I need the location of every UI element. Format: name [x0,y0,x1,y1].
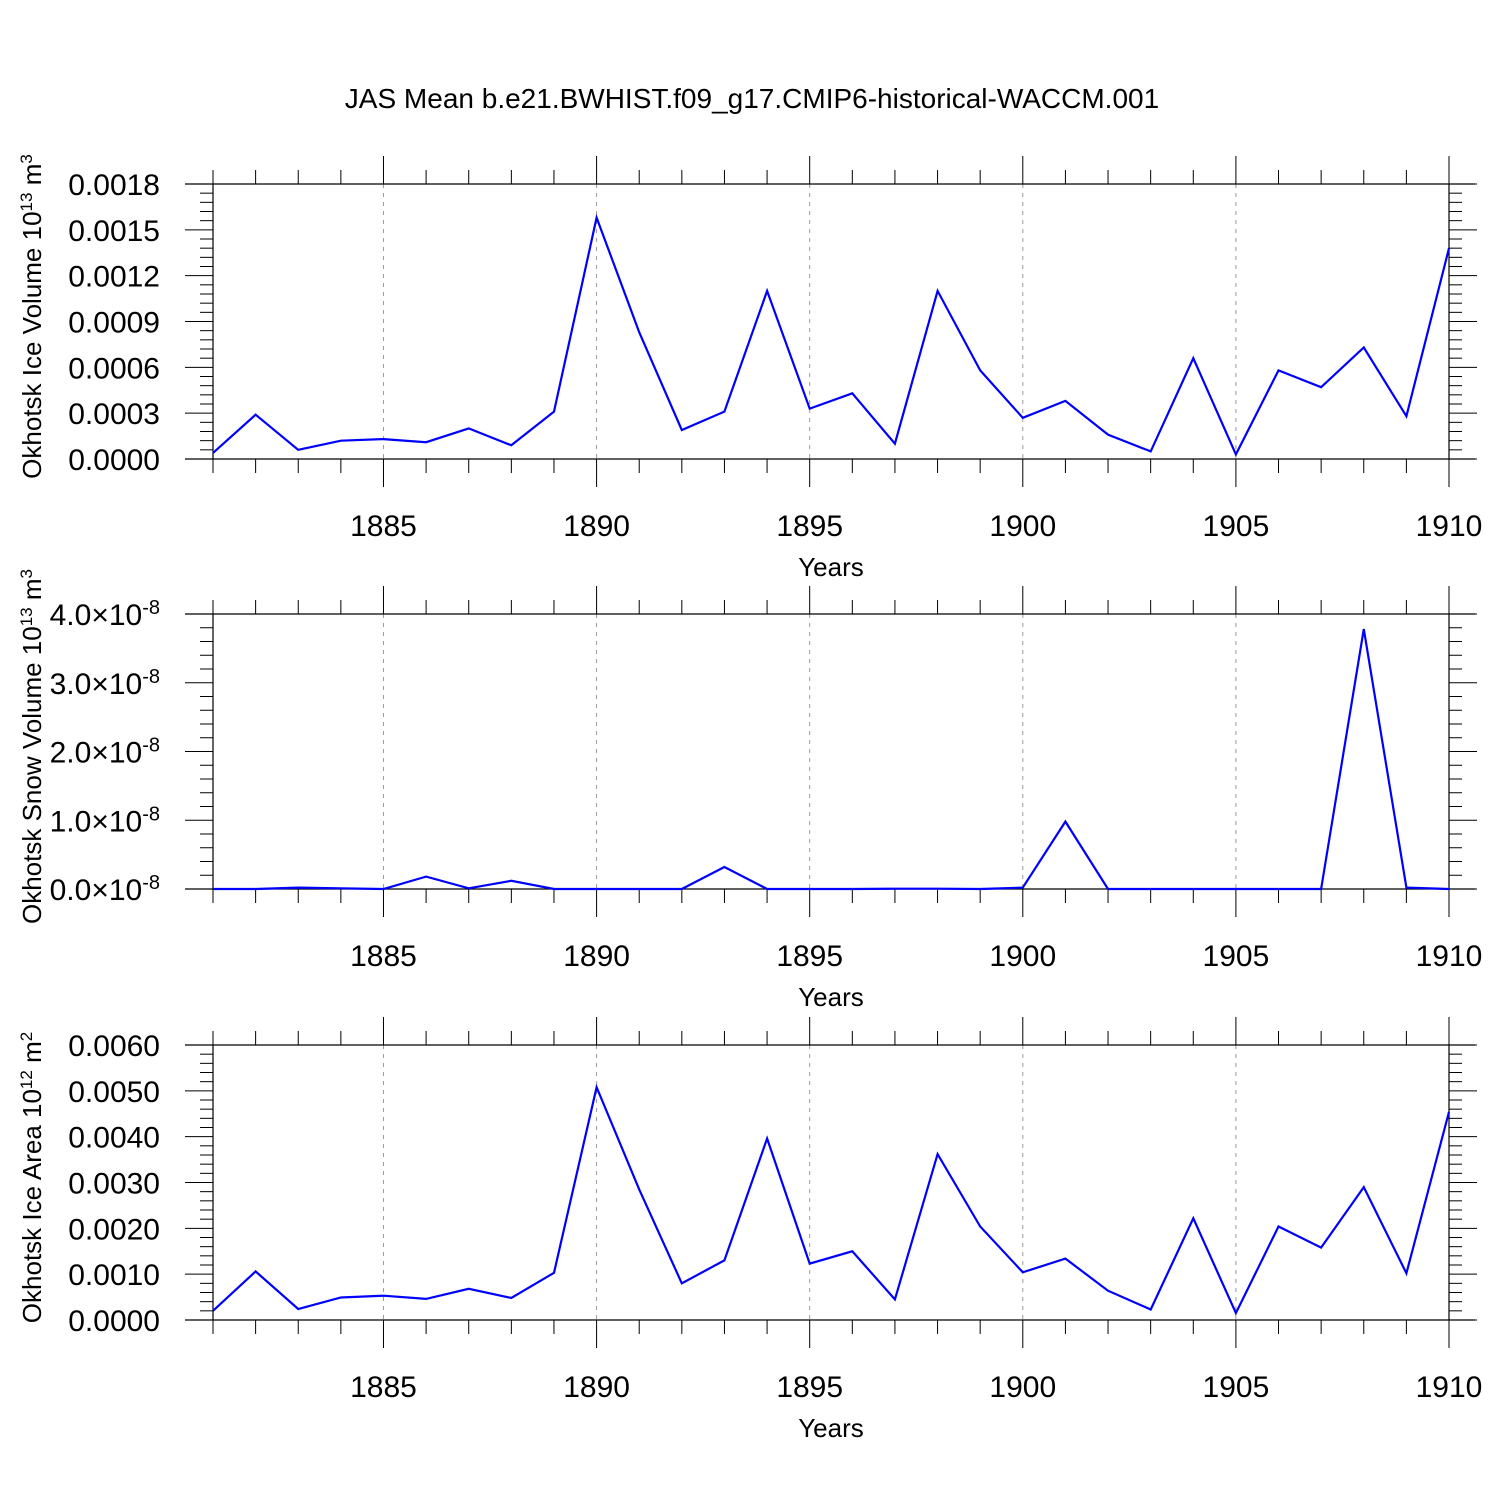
y-tick-label: 2.0×10-8 [50,735,160,770]
x-tick-label: 1905 [1203,510,1270,543]
x-tick-label: 1885 [350,940,417,973]
chart-panel-3: 0.0000 0.0010 0.0020 0.0030 0.0040 0.0050 0.00… [17,1017,1483,1443]
y-tick-label: 1.0×10-8 [50,803,160,838]
series-line [212,1083,1451,1316]
y-tick-label: 0.0020 [68,1213,160,1246]
x-tick-label: 1890 [563,1371,630,1404]
x-tick-label: 1900 [989,510,1056,543]
y-tick-label: 0.0060 [68,1030,160,1063]
y-tick-label: 0.0003 [68,398,160,431]
y-tick-label: 0.0000 [68,1305,160,1338]
x-tick-label: 1885 [350,510,417,543]
chart-panel-1: 0.0000 0.0003 0.0006 0.0009 0.0012 0.0015 0.00… [17,154,1483,582]
chart-panel-2: 0.0×10-8 1.0×10-8 2.0×10-8 3.0×10-8 4.0×10-8… [17,569,1483,1012]
y-tick-label: 0.0018 [68,169,160,202]
y-tick-label: 0.0006 [68,352,160,385]
x-tick-label: 1885 [350,1371,417,1404]
y-tick-label: 0.0012 [68,261,160,294]
x-tick-label: 1905 [1203,1371,1270,1404]
x-tick-label: 1900 [989,940,1056,973]
y-tick-label: 4.0×10-8 [50,597,160,632]
x-tick-label: 1900 [989,1371,1056,1404]
y-axis-title: Okhotsk Ice Volume 1013 m3 [17,154,48,479]
y-tick-label: 0.0010 [68,1259,160,1292]
y-axis-title: Okhotsk Ice Area 1012 m2 [17,1032,48,1323]
y-tick-label: 0.0015 [68,215,160,248]
x-tick-label: 1905 [1203,940,1270,973]
y-tick-label: 0.0050 [68,1076,160,1109]
x-tick-label: 1895 [776,940,843,973]
y-tick-label: 0.0000 [68,444,160,477]
x-tick-label: 1895 [776,1371,843,1404]
y-tick-label: 0.0040 [68,1122,160,1155]
series-line [213,628,1450,891]
x-tick-label: 1890 [563,940,630,973]
series-line [212,213,1451,457]
y-tick-label: 0.0×10-8 [50,872,160,907]
x-tick-label: 1910 [1416,940,1483,973]
x-axis-title: Years [798,982,864,1012]
chart-panels: 0.0000 0.0003 0.0006 0.0009 0.0012 0.0015 0.00… [17,154,1483,1443]
y-tick-label: 3.0×10-8 [50,666,160,701]
y-tick-label: 0.0030 [68,1168,160,1201]
x-tick-label: 1890 [563,510,630,543]
x-tick-label: 1910 [1416,510,1483,543]
x-axis-title: Years [798,552,864,582]
chart-title: JAS Mean b.e21.BWHIST.f09_g17.CMIP6-hist… [345,83,1159,114]
x-axis-title: Years [798,1413,864,1443]
x-tick-label: 1895 [776,510,843,543]
y-tick-label: 0.0009 [68,307,160,340]
x-tick-label: 1910 [1416,1371,1483,1404]
y-axis-title: Okhotsk Snow Volume 1013 m3 [17,569,48,924]
